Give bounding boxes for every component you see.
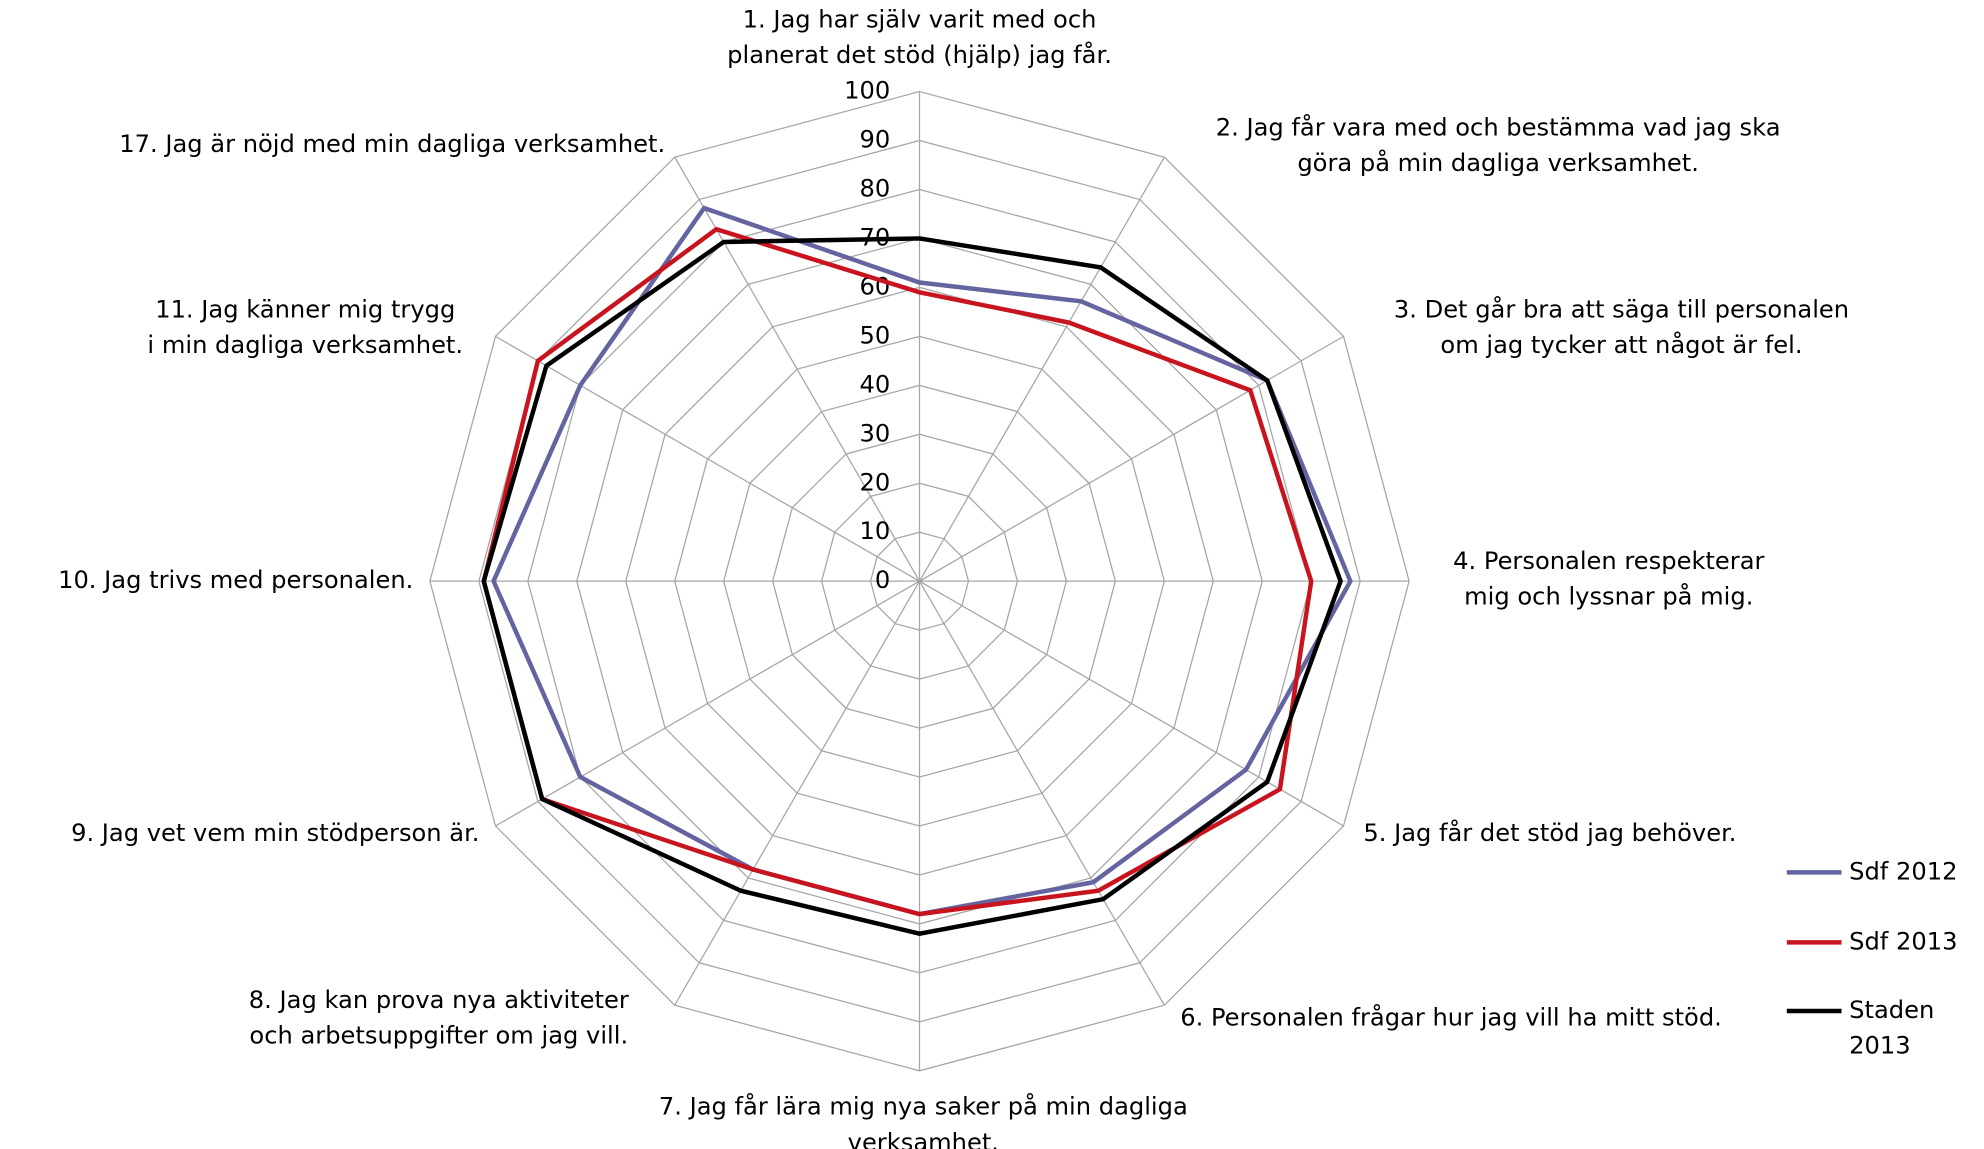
- y-tick-label: 80: [860, 174, 891, 202]
- y-tick-label: 90: [860, 126, 891, 154]
- spoke: [919, 580, 1344, 827]
- category-label: 4. Personalen respekterar mig och lyssnar…: [1453, 547, 1764, 611]
- category-label: 10. Jag trivs med personalen.: [58, 566, 413, 594]
- legend-label: Sdf 2013: [1849, 927, 1957, 955]
- y-tick-label: 40: [860, 370, 891, 398]
- category-label: 6. Personalen frågar hur jag vill ha mit…: [1180, 1003, 1722, 1032]
- category-label: 3. Det går bra att säga till personalen o…: [1394, 294, 1849, 359]
- category-label: 5. Jag får det stöd jag behöver.: [1363, 818, 1736, 847]
- spoke: [919, 335, 1344, 582]
- series-line: [481, 236, 1343, 936]
- category-label: 1. Jag har själv varit med och planerat d…: [727, 5, 1112, 69]
- category-label: 9. Jag vet vem min stödperson är.: [71, 819, 479, 847]
- category-label: 17. Jag är nöjd med min dagliga verksamh…: [119, 130, 665, 158]
- y-tick-label: 0: [875, 566, 890, 594]
- spoke: [495, 335, 920, 582]
- y-tick-label: 100: [844, 77, 890, 105]
- category-label: 2. Jag får vara med och bestämma vad jag…: [1216, 112, 1781, 177]
- category-label: 11. Jag känner mig trygg i min dagliga ve…: [147, 295, 463, 359]
- y-tick-label: 30: [860, 419, 891, 447]
- y-tick-label: 50: [860, 321, 891, 349]
- category-label: 8. Jag kan prova nya aktiviteter och arbe…: [249, 986, 629, 1050]
- spoke: [918, 580, 1165, 1006]
- spoke: [674, 580, 921, 1006]
- y-tick-label: 20: [860, 468, 891, 496]
- legend-label: Staden 2013: [1849, 996, 1934, 1060]
- category-label: 7. Jag får lära mig nya saker på min dag…: [659, 1092, 1188, 1149]
- series-line: [481, 226, 1314, 917]
- y-tick-label: 10: [860, 517, 891, 545]
- legend-label: Sdf 2012: [1849, 857, 1957, 885]
- spoke: [495, 580, 920, 827]
- spoke: [918, 156, 1165, 582]
